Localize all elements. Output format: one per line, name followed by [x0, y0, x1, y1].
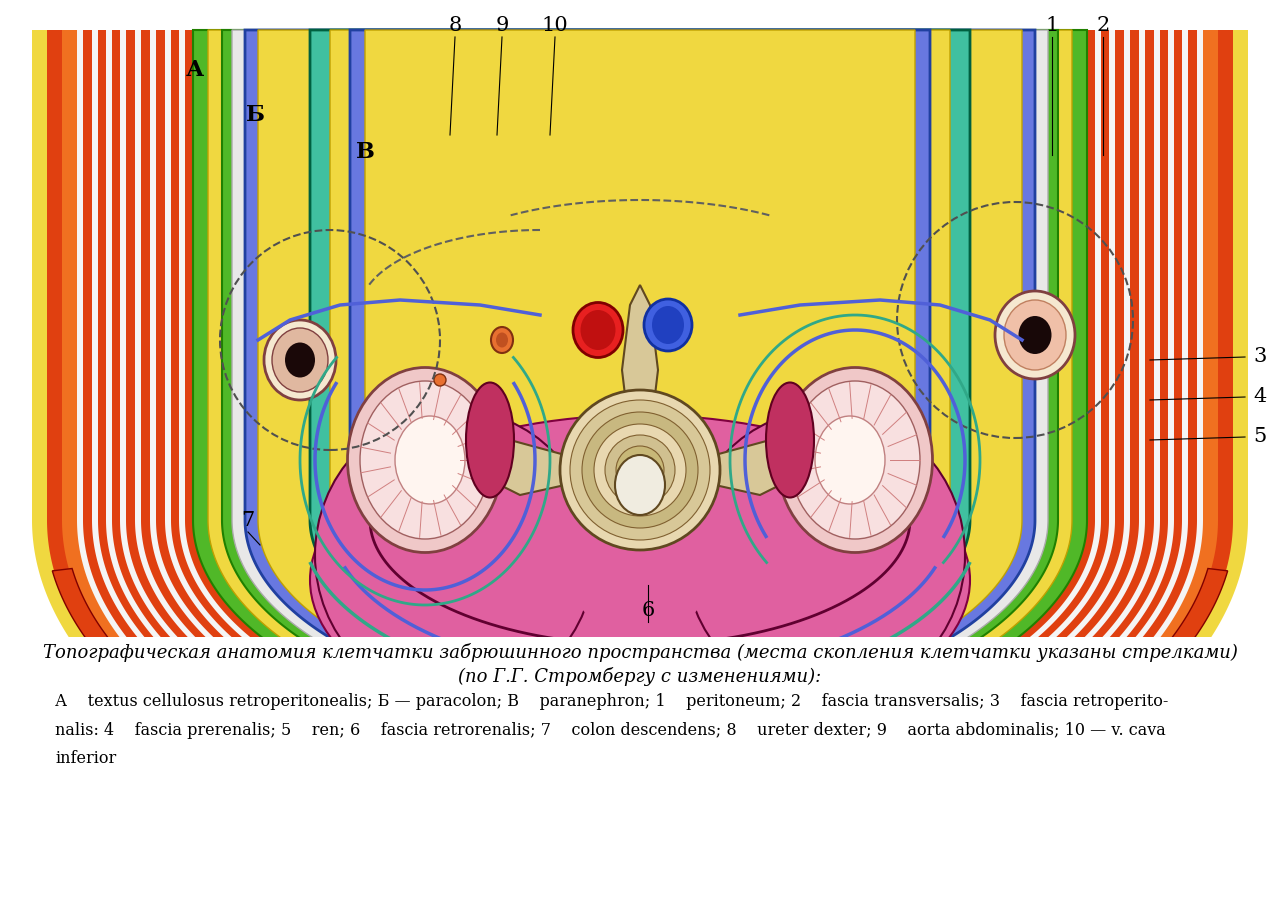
Polygon shape: [259, 30, 1021, 702]
Polygon shape: [622, 285, 658, 395]
Polygon shape: [172, 30, 1108, 758]
Circle shape: [605, 435, 675, 505]
Text: inferior: inferior: [55, 749, 116, 767]
Ellipse shape: [347, 367, 503, 552]
Text: 8: 8: [448, 16, 462, 35]
Polygon shape: [125, 30, 1155, 788]
Ellipse shape: [815, 416, 884, 504]
Ellipse shape: [315, 410, 595, 700]
Ellipse shape: [466, 383, 515, 498]
Ellipse shape: [790, 381, 920, 539]
Ellipse shape: [573, 302, 623, 357]
Text: (по Г.Г. Стромбергу с изменениями):: (по Г.Г. Стромбергу с изменениями):: [458, 668, 822, 687]
Polygon shape: [32, 30, 1248, 862]
Polygon shape: [61, 30, 1219, 838]
Polygon shape: [141, 30, 1139, 778]
Polygon shape: [134, 30, 1146, 783]
Text: 9: 9: [495, 16, 508, 35]
Polygon shape: [349, 30, 931, 655]
Ellipse shape: [765, 383, 814, 498]
Polygon shape: [179, 30, 1101, 752]
Text: Топографическая анатомия клетчатки забрюшинного пространства (места скопления кл: Топографическая анатомия клетчатки забрю…: [42, 643, 1238, 662]
Ellipse shape: [644, 299, 692, 351]
Ellipse shape: [1019, 316, 1051, 354]
Circle shape: [434, 374, 445, 386]
Text: 2: 2: [1097, 16, 1110, 35]
Polygon shape: [92, 30, 1188, 814]
Ellipse shape: [614, 455, 666, 515]
Polygon shape: [165, 30, 1115, 763]
Text: Б: Б: [246, 104, 265, 126]
Text: 1: 1: [1046, 16, 1059, 35]
Ellipse shape: [561, 440, 719, 640]
Polygon shape: [150, 30, 1130, 773]
Text: А    textus cellulosus retroperitonealis; Б — paracolon; В    paranephron; 1    : А textus cellulosus retroperitonealis; Б…: [55, 693, 1169, 710]
Ellipse shape: [285, 342, 315, 377]
Text: 7: 7: [242, 511, 255, 530]
Ellipse shape: [652, 306, 684, 344]
Ellipse shape: [310, 415, 970, 745]
Polygon shape: [310, 30, 970, 675]
Ellipse shape: [396, 416, 465, 504]
Ellipse shape: [581, 310, 616, 350]
Polygon shape: [106, 30, 1174, 804]
Ellipse shape: [492, 327, 513, 353]
Text: 5: 5: [1253, 427, 1266, 446]
Polygon shape: [156, 30, 1124, 768]
Polygon shape: [330, 30, 950, 665]
Circle shape: [616, 446, 664, 494]
Text: 6: 6: [641, 601, 654, 620]
Bar: [0, 637, 1280, 905]
Circle shape: [561, 390, 719, 550]
Ellipse shape: [360, 381, 490, 539]
Circle shape: [626, 456, 654, 484]
Polygon shape: [83, 30, 1197, 822]
Ellipse shape: [497, 332, 508, 348]
Text: 4: 4: [1253, 387, 1266, 406]
Polygon shape: [52, 568, 1228, 845]
Ellipse shape: [273, 328, 328, 392]
Polygon shape: [186, 30, 1094, 747]
Polygon shape: [365, 30, 915, 648]
Polygon shape: [485, 440, 564, 495]
Text: 10: 10: [541, 16, 568, 35]
Polygon shape: [47, 30, 1233, 850]
Circle shape: [594, 424, 686, 516]
Polygon shape: [193, 30, 1087, 740]
Polygon shape: [113, 30, 1169, 799]
Ellipse shape: [777, 367, 933, 552]
Polygon shape: [120, 30, 1160, 793]
Polygon shape: [232, 30, 1048, 717]
Polygon shape: [244, 30, 1036, 710]
Ellipse shape: [995, 291, 1075, 379]
Ellipse shape: [1004, 300, 1066, 370]
Circle shape: [570, 400, 710, 540]
Text: 3: 3: [1253, 348, 1266, 367]
Text: nalis: 4    fascia prerenalis; 5    ren; 6    fascia retrorenalis; 7    colon de: nalis: 4 fascia prerenalis; 5 ren; 6 fas…: [55, 721, 1166, 738]
Polygon shape: [77, 30, 1203, 827]
Ellipse shape: [685, 410, 965, 700]
Polygon shape: [207, 30, 1073, 732]
Ellipse shape: [264, 320, 335, 400]
Polygon shape: [716, 440, 795, 495]
Text: В: В: [356, 141, 375, 163]
Text: А: А: [186, 59, 204, 81]
Polygon shape: [99, 30, 1181, 809]
Polygon shape: [221, 30, 1059, 723]
Circle shape: [582, 412, 698, 528]
